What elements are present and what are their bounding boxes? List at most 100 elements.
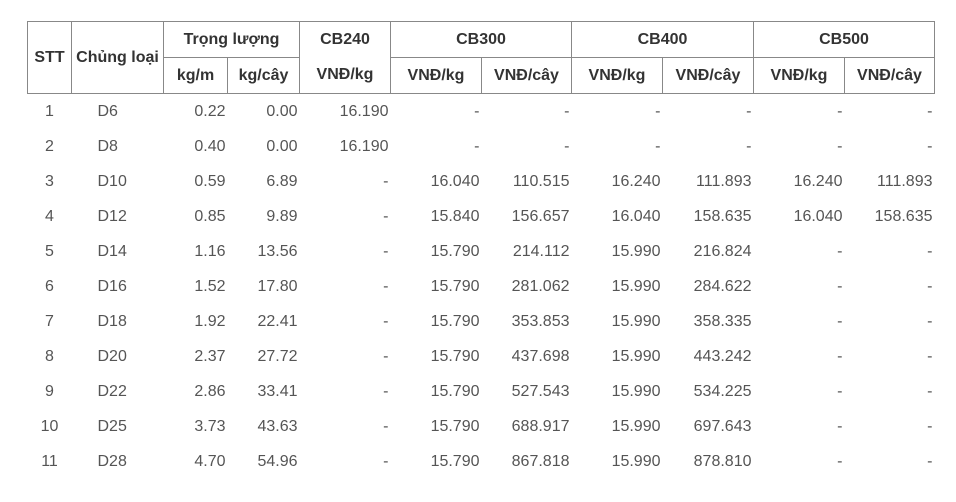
- table-row: 9 D22 2.86 33.41 - 15.790 527.543 15.990 534.225…: [28, 374, 935, 409]
- table-cell: -: [927, 452, 933, 470]
- table-cell: -: [655, 102, 661, 120]
- table-cell: 15.840: [430, 207, 480, 225]
- table-cell: 15.990: [611, 277, 661, 295]
- table-cell: 437.698: [511, 347, 570, 365]
- table-cell: 54.96: [257, 452, 298, 470]
- table-cell: -: [383, 242, 389, 260]
- table-header: STT Chủng loại Trọng lượng CB240 CB300 C…: [27, 21, 935, 94]
- table-cell: 3.73: [194, 417, 226, 435]
- table-row: 5 D14 1.16 13.56 - 15.790 214.112 15.990 216.824…: [28, 234, 935, 269]
- table-cell: 697.643: [693, 417, 752, 435]
- table-cell: D16: [97, 277, 127, 295]
- table-cell: 2.86: [194, 382, 226, 400]
- table-cell: 15.990: [611, 242, 661, 260]
- table-cell: 8: [45, 347, 54, 365]
- table-cell: 2: [45, 137, 54, 155]
- price-table: STT Chủng loại Trọng lượng CB240 CB300 C…: [27, 21, 935, 479]
- table-cell: -: [837, 452, 843, 470]
- table-cell: -: [746, 137, 752, 155]
- table-cell: 443.242: [693, 347, 752, 365]
- table-cell: 33.41: [257, 382, 298, 400]
- table-cell: 688.917: [511, 417, 570, 435]
- table-cell: 0.59: [194, 172, 226, 190]
- header-cell: VNĐ/kg: [390, 57, 482, 94]
- table-cell: 15.790: [430, 312, 480, 330]
- table-cell: 156.657: [511, 207, 570, 225]
- header-cell: CB300: [390, 21, 572, 58]
- table-cell: 16.240: [793, 172, 843, 190]
- table-cell: 11: [41, 452, 58, 470]
- table-row: 1 D6 0.22 0.00 16.190 - - - - - -: [28, 94, 935, 130]
- table-row: 10 D25 3.73 43.63 - 15.790 688.917 15.990 697.64…: [28, 409, 935, 444]
- table-cell: 216.824: [693, 242, 752, 260]
- table-cell: 7: [45, 312, 54, 330]
- header-cell: VNĐ/cây: [481, 57, 572, 94]
- table-cell: 6: [45, 277, 54, 295]
- table-cell: -: [927, 277, 933, 295]
- header-cell: kg/m: [163, 57, 228, 94]
- table-cell: D25: [97, 417, 127, 435]
- header-cell: Trọng lượng: [163, 21, 300, 58]
- table-cell: 10: [40, 417, 59, 435]
- table-cell: 9.89: [266, 207, 298, 225]
- table-cell: -: [927, 382, 933, 400]
- table-cell: 16.190: [339, 137, 389, 155]
- table-cell: 16.190: [339, 102, 389, 120]
- table-cell: 284.622: [693, 277, 752, 295]
- table-cell: 111.893: [877, 172, 933, 190]
- table-cell: 13.56: [257, 242, 298, 260]
- table-cell: -: [746, 102, 752, 120]
- header-cell: Chủng loại: [71, 21, 164, 94]
- table-row: 4 D12 0.85 9.89 - 15.840 156.657 16.040 158.635 1…: [28, 199, 935, 234]
- table-row: 2 D8 0.40 0.00 16.190 - - - - - -: [28, 129, 935, 164]
- header-cell: VNĐ/kg: [299, 57, 391, 94]
- table-cell: -: [383, 417, 389, 435]
- table-cell: 43.63: [257, 417, 298, 435]
- table-cell: 281.062: [511, 277, 570, 295]
- table-cell: -: [927, 417, 933, 435]
- table-cell: 15.790: [430, 277, 480, 295]
- table-row: 6 D16 1.52 17.80 - 15.790 281.062 15.990 284.622…: [28, 269, 935, 304]
- table-body: 1 D6 0.22 0.00 16.190 - - - - - - 2 D8 0.40 0.00 16.190…: [28, 94, 935, 480]
- table-cell: 2.37: [194, 347, 226, 365]
- table-cell: 1.16: [194, 242, 226, 260]
- table-cell: 214.112: [512, 242, 570, 260]
- table-cell: 3: [45, 172, 54, 190]
- table-row: 11 D28 4.70 54.96 - 15.790 867.818 15.990 878.81…: [28, 444, 935, 479]
- header-cell: STT: [27, 21, 72, 94]
- table-cell: 0.85: [194, 207, 226, 225]
- table-cell: -: [927, 347, 933, 365]
- header-cell: VNĐ/cây: [662, 57, 754, 94]
- table-cell: D20: [97, 347, 127, 365]
- header-cell: VNĐ/cây: [844, 57, 935, 94]
- header-cell: CB500: [753, 21, 935, 58]
- table-cell: 0.40: [194, 137, 226, 155]
- table-cell: -: [837, 277, 843, 295]
- table-cell: 158.635: [874, 207, 933, 225]
- table-cell: -: [837, 137, 843, 155]
- table-cell: -: [837, 102, 843, 120]
- header-cell: VNĐ/kg: [571, 57, 663, 94]
- table-cell: -: [383, 347, 389, 365]
- header-cell: VNĐ/kg: [753, 57, 845, 94]
- table-cell: 878.810: [693, 452, 752, 470]
- table-cell: 17.80: [257, 277, 298, 295]
- table-cell: -: [927, 102, 933, 120]
- table-cell: 22.41: [257, 312, 298, 330]
- table-cell: D10: [97, 172, 127, 190]
- table-cell: -: [927, 242, 933, 260]
- table-cell: 16.040: [793, 207, 843, 225]
- table-cell: -: [837, 347, 843, 365]
- header-cell: CB240: [299, 21, 391, 58]
- table-cell: -: [837, 312, 843, 330]
- table-cell: D12: [97, 207, 127, 225]
- table-cell: 15.990: [611, 382, 661, 400]
- table-cell: 111.893: [696, 172, 752, 190]
- table-cell: 0.00: [266, 102, 298, 120]
- table-cell: -: [383, 277, 389, 295]
- table-cell: -: [383, 452, 389, 470]
- table-cell: -: [474, 102, 480, 120]
- table-cell: 0.00: [266, 137, 298, 155]
- table-cell: 527.543: [511, 382, 570, 400]
- table-row: 8 D20 2.37 27.72 - 15.790 437.698 15.990 443.242…: [28, 339, 935, 374]
